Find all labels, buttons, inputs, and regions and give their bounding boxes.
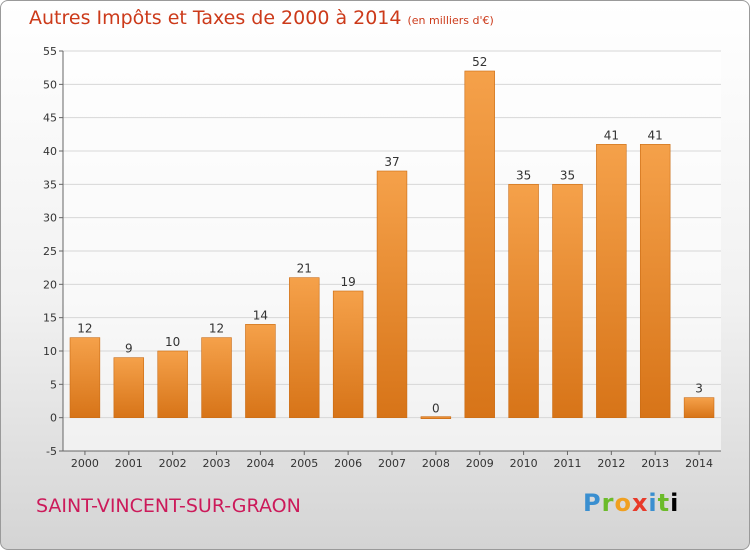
bar	[201, 337, 232, 418]
chart-title: Autres Impôts et Taxes de 2000 à 2014 (en…	[29, 7, 494, 29]
x-tick-label: 2014	[685, 457, 713, 470]
x-tick-label: 2011	[553, 457, 581, 470]
town-name: SAINT-VINCENT-SUR-GRAON	[36, 495, 301, 517]
chart-title-text: Autres Impôts et Taxes de 2000 à 2014	[29, 7, 402, 29]
logo-letter: o	[614, 489, 632, 517]
x-tick-label: 2004	[246, 457, 274, 470]
data-label: 41	[648, 128, 663, 142]
data-label: 12	[209, 322, 224, 336]
logo-letter: P	[583, 489, 602, 517]
x-tick-label: 2008	[422, 457, 450, 470]
y-tick-label: 15	[43, 312, 57, 325]
data-label: 41	[604, 128, 619, 142]
y-tick-label: 55	[43, 45, 57, 58]
y-tick-label: 35	[43, 178, 57, 191]
x-tick-label: 2013	[641, 457, 669, 470]
x-tick-label: 2006	[334, 457, 362, 470]
data-label: 37	[384, 155, 399, 169]
y-tick-label: -5	[46, 445, 57, 458]
bar	[157, 350, 188, 418]
y-tick-label: 10	[43, 345, 57, 358]
y-tick-label: 5	[50, 378, 57, 391]
y-tick-label: 40	[43, 145, 57, 158]
bar	[639, 144, 671, 418]
bar	[508, 184, 539, 418]
y-tick-label: 30	[43, 212, 57, 225]
proxiti-logo: Proxiti	[583, 489, 679, 517]
data-label: 0	[432, 402, 440, 416]
bar	[289, 277, 320, 418]
x-tick-label: 2012	[597, 457, 625, 470]
x-tick-label: 2000	[71, 457, 99, 470]
logo-letter: t	[657, 489, 671, 517]
data-label: 10	[165, 335, 180, 349]
y-tick-label: 0	[50, 412, 57, 425]
bar	[245, 324, 276, 418]
x-tick-label: 2005	[290, 457, 318, 470]
x-tick-label: 2010	[510, 457, 538, 470]
logo-letter: r	[601, 489, 615, 517]
logo-letter: i	[648, 489, 658, 517]
data-label: 35	[516, 168, 531, 182]
y-tick-label: 25	[43, 245, 57, 258]
x-tick-label: 2002	[159, 457, 187, 470]
data-label: 12	[77, 322, 92, 336]
logo-letter: x	[631, 489, 649, 517]
bar	[420, 416, 452, 419]
y-tick-label: 20	[43, 278, 57, 291]
data-label: 52	[472, 55, 487, 69]
data-label: 21	[297, 262, 312, 276]
x-tick-label: 2007	[378, 457, 406, 470]
y-tick-label: 45	[43, 112, 57, 125]
data-label: 3	[695, 382, 703, 396]
bar	[552, 184, 583, 418]
bar	[69, 337, 101, 418]
bar	[464, 70, 495, 418]
y-tick-label: 50	[43, 78, 57, 91]
x-tick-label: 2009	[466, 457, 494, 470]
data-label: 14	[253, 308, 268, 322]
bar	[376, 170, 408, 418]
logo-letter: i	[670, 489, 680, 517]
x-tick-label: 2001	[115, 457, 143, 470]
bar	[683, 397, 715, 418]
data-label: 9	[125, 342, 133, 356]
data-label: 35	[560, 168, 575, 182]
bar	[113, 357, 145, 418]
x-tick-label: 2003	[203, 457, 231, 470]
chart-subtitle: (en milliers d'€)	[407, 14, 494, 27]
data-label: 19	[340, 275, 355, 289]
bar	[332, 290, 364, 418]
bar	[596, 144, 627, 418]
